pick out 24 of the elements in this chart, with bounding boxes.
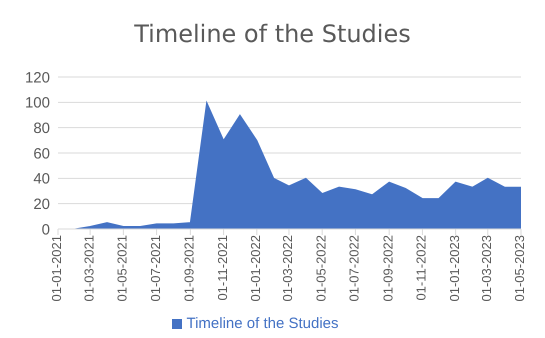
- x-tick-label: 01-07-2022: [346, 235, 362, 302]
- x-tick-label: 01-07-2021: [148, 235, 163, 302]
- x-tick-label: 01-09-2021: [182, 235, 197, 302]
- x-tick-label: 01-11-2021: [214, 235, 230, 301]
- chart-title: Timeline of the Studies: [133, 20, 412, 48]
- x-tick-label: 01-01-2022: [248, 235, 264, 302]
- y-tick-label: 40: [33, 170, 50, 188]
- y-tick-label: 80: [33, 120, 50, 137]
- legend-label: Timeline of the Studies: [186, 315, 339, 332]
- x-tick-label: 01-01-2021: [49, 235, 64, 302]
- x-tick-label: 01-03-2021: [81, 235, 96, 302]
- x-tick-label: 01-05-2023: [512, 235, 528, 302]
- y-tick-label: 0: [42, 221, 50, 238]
- x-tick-label: 01-03-2023: [479, 235, 494, 302]
- x-tick-label: 01-05-2021: [114, 235, 130, 302]
- y-tick-label: 120: [24, 69, 50, 86]
- x-tick-label: 01-01-2023: [446, 235, 462, 302]
- y-tick-label: 100: [24, 94, 50, 112]
- y-tick-label: 20: [33, 196, 50, 213]
- x-tick-label: 01-09-2022: [380, 235, 396, 302]
- x-tick-label: 01-03-2022: [280, 235, 296, 302]
- x-tick-label: 01-05-2022: [313, 235, 328, 302]
- x-tick-label: 01-11-2022: [414, 235, 429, 301]
- y-tick-label: 60: [33, 145, 50, 162]
